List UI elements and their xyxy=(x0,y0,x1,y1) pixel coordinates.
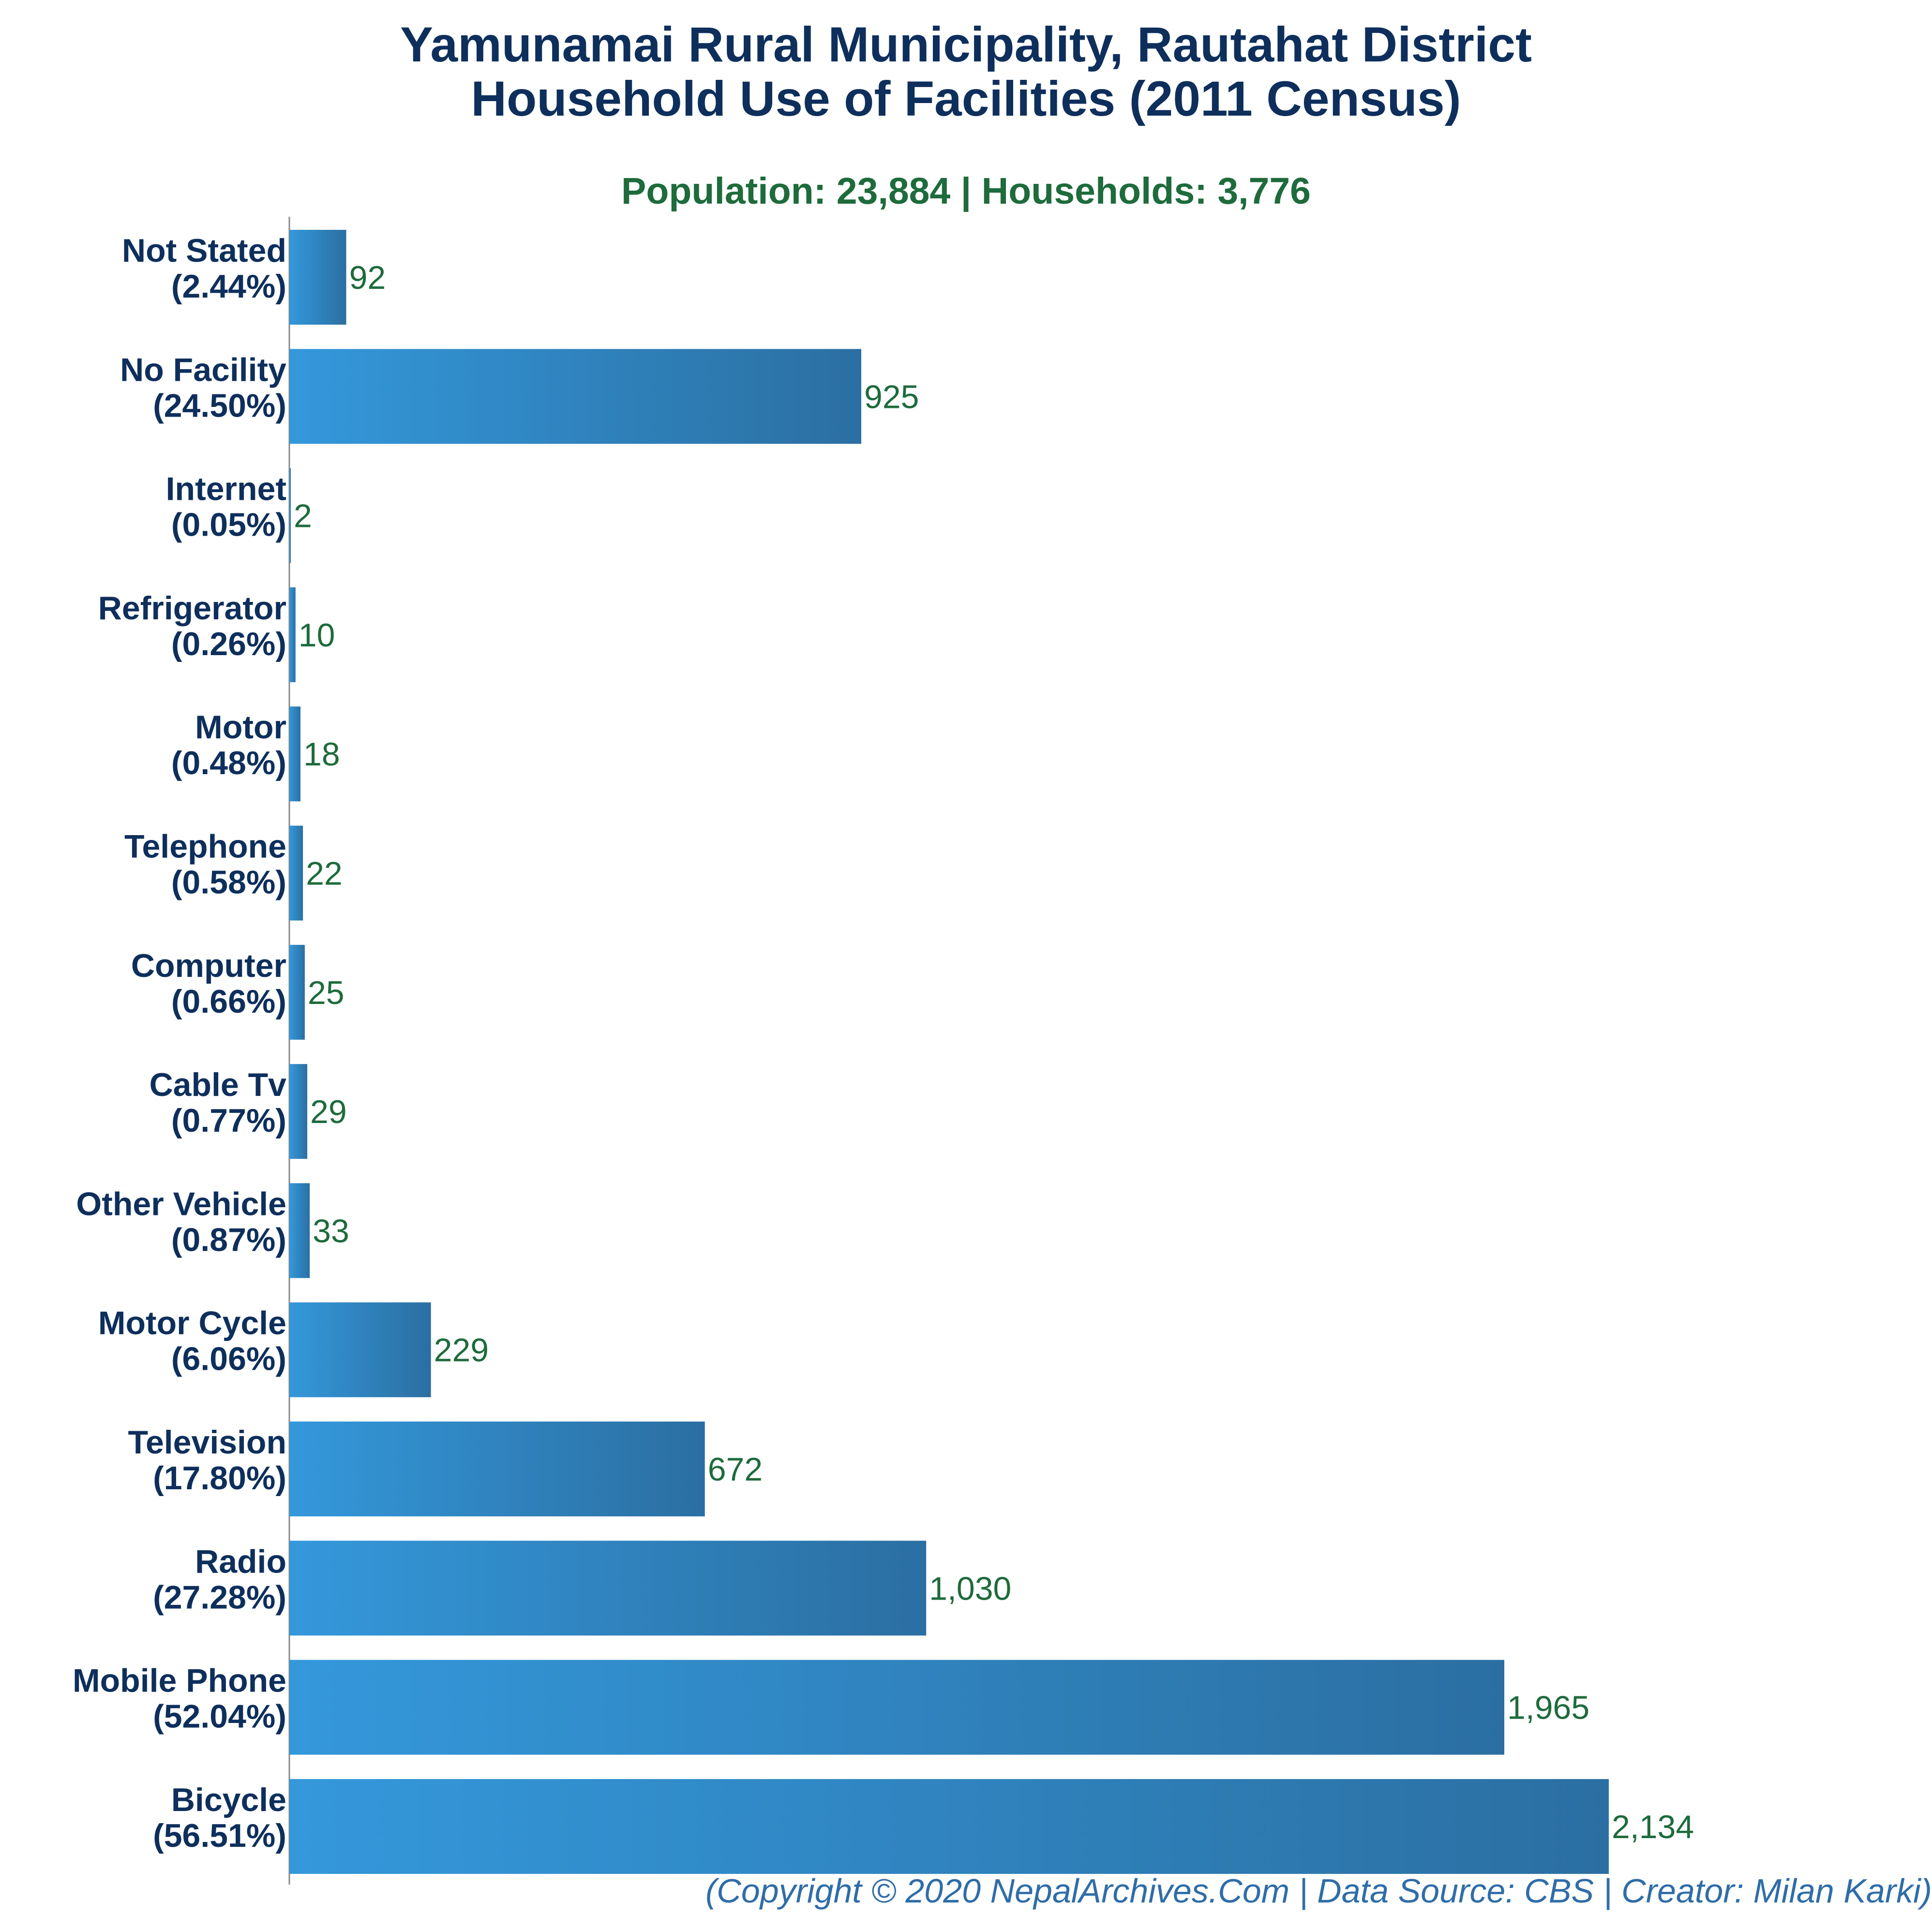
value-label: 29 xyxy=(310,1093,347,1130)
bar-no-facility xyxy=(289,349,862,444)
percent-label: (2.44%) xyxy=(171,268,286,305)
value-label: 1,030 xyxy=(929,1570,1011,1607)
percent-label: (0.77%) xyxy=(171,1102,286,1139)
category-label: Bicycle xyxy=(171,1782,286,1818)
percent-label: (24.50%) xyxy=(153,387,286,424)
percent-label: (17.80%) xyxy=(153,1460,286,1497)
bar-motor xyxy=(289,706,301,802)
value-label: 25 xyxy=(308,974,344,1011)
value-label: 22 xyxy=(306,855,343,892)
percent-label: (0.26%) xyxy=(171,626,286,662)
category-label: Television xyxy=(128,1424,286,1461)
percent-label: (6.06%) xyxy=(171,1341,286,1378)
percent-label: (0.48%) xyxy=(171,745,286,781)
bar-bicycle xyxy=(289,1779,1609,1874)
value-label: 1,965 xyxy=(1507,1690,1589,1726)
category-label: Internet xyxy=(166,471,286,508)
category-label: Not Stated xyxy=(122,232,286,269)
bar-computer xyxy=(289,944,305,1040)
bar-television xyxy=(289,1422,705,1516)
value-label: 10 xyxy=(299,617,335,654)
bar-internet xyxy=(289,468,291,563)
category-label: Motor xyxy=(195,709,286,746)
bar-other-vehicle xyxy=(289,1183,310,1278)
bar-radio xyxy=(289,1541,927,1636)
category-label: Telephone xyxy=(124,828,286,865)
percent-label: (0.87%) xyxy=(171,1221,286,1258)
value-label: 2,134 xyxy=(1612,1809,1694,1845)
value-label: 33 xyxy=(313,1213,349,1249)
category-label: Cable Tv xyxy=(150,1066,287,1103)
percent-label: (0.58%) xyxy=(171,864,286,901)
bar-refrigerator xyxy=(289,587,296,682)
value-label: 2 xyxy=(294,498,312,535)
value-label: 672 xyxy=(708,1451,763,1488)
category-label: Refrigerator xyxy=(98,590,286,627)
category-label: Mobile Phone xyxy=(73,1662,286,1699)
chart-title-line-2: Household Use of Facilities (2011 Census… xyxy=(471,71,1461,126)
percent-label: (0.66%) xyxy=(171,983,286,1020)
category-label: Computer xyxy=(131,947,286,984)
bar-not-stated xyxy=(289,230,346,325)
value-label: 229 xyxy=(434,1332,489,1369)
value-label: 92 xyxy=(349,259,386,296)
bar-telephone xyxy=(289,825,303,921)
bar-mobile-phone xyxy=(289,1660,1505,1755)
category-label: Motor Cycle xyxy=(98,1305,286,1342)
chart-title-line-1: Yamunamai Rural Municipality, Rautahat D… xyxy=(400,17,1532,72)
category-label: Radio xyxy=(195,1543,286,1580)
percent-label: (56.51%) xyxy=(153,1817,286,1854)
percent-label: (27.28%) xyxy=(153,1579,286,1616)
copyright-footer: (Copyright © 2020 NepalArchives.Com | Da… xyxy=(705,1872,1932,1910)
bar-cable-tv xyxy=(289,1064,308,1159)
value-label: 925 xyxy=(864,378,919,415)
value-label: 18 xyxy=(303,736,340,773)
percent-label: (0.05%) xyxy=(171,507,286,543)
chart-subtitle: Population: 23,884 | Households: 3,776 xyxy=(621,170,1311,212)
category-label: No Facility xyxy=(120,351,286,388)
bar-motor-cycle xyxy=(289,1302,431,1397)
percent-label: (52.04%) xyxy=(153,1698,286,1735)
category-label: Other Vehicle xyxy=(76,1185,286,1222)
